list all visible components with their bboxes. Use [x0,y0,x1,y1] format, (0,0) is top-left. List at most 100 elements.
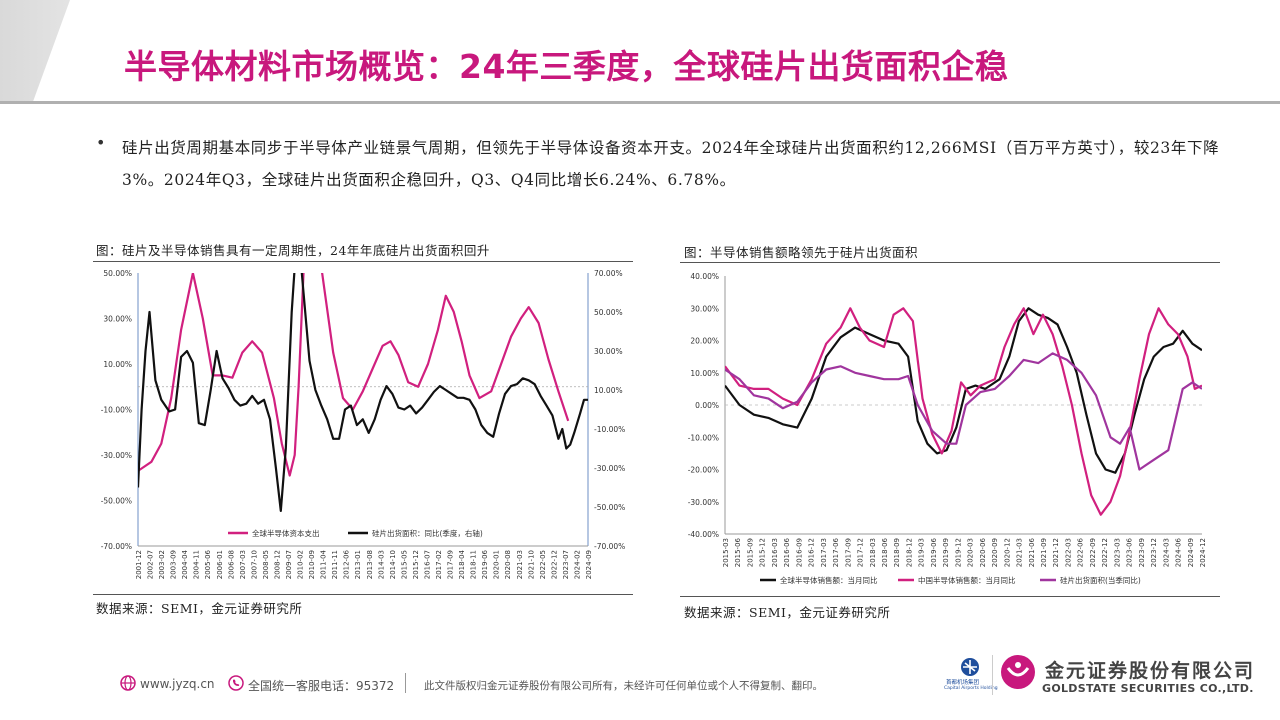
right-figure-title: 图：半导体销售额略领先于硅片出货面积 [684,245,919,260]
right-figure-top-rule [680,262,1220,263]
x-tick-label: 2013-08 [366,550,374,579]
body-paragraph: 硅片出货周期基本同步于半导体产业链景气周期，但领先于半导体设备资本开支。2024… [122,139,1220,189]
x-tick-label: 2017-02 [435,550,443,579]
phone-icon [228,675,244,691]
y-left-tick-label: 50.00% [103,269,132,278]
x-tick-label: 2001-12 [135,550,143,579]
y-tick-label: 10.00% [690,369,719,378]
y-tick-label: 20.00% [690,337,719,346]
x-tick-label: 2016-06 [783,537,791,567]
y-tick-label: -20.00% [688,466,719,475]
x-tick-label: 2020-09 [991,538,999,567]
left-figure-top-rule [93,261,633,262]
y-right-tick-label: 50.00% [594,308,623,317]
x-tick-label: 2012-06 [343,549,351,579]
x-tick-label: 2024-03 [1162,538,1170,567]
x-tick-label: 2019-09 [942,538,950,567]
footer-separator [405,673,406,693]
y-right-tick-label: -30.00% [594,464,625,473]
page-title: 半导体材料市场概览：24年三季度，全球硅片出货面积企稳 [124,47,1009,86]
x-tick-label: 2022-12 [550,550,558,579]
x-tick-label: 2021-06 [1028,537,1036,567]
bullet-icon: • [96,133,106,152]
x-tick-label: 2008-05 [262,550,270,579]
x-tick-label: 2015-05 [400,550,408,579]
x-tick-label: 2016-03 [771,538,779,567]
x-tick-label: 2023-03 [1113,538,1121,567]
x-tick-label: 2014-10 [389,550,397,579]
y-tick-label: -10.00% [688,433,719,442]
header-band [0,0,1280,104]
x-tick-label: 2017-09 [447,550,455,579]
y-right-tick-label: -10.00% [594,425,625,434]
series-line-2 [725,352,1202,471]
y-right-tick-label: -50.00% [594,503,625,512]
series-line-0 [725,307,1202,474]
x-tick-label: 2006-08 [227,550,235,579]
x-tick-label: 2006-01 [216,550,224,579]
y-right-tick-label: 30.00% [594,347,623,356]
x-tick-label: 2010-09 [308,550,316,579]
x-tick-label: 2014-03 [377,550,385,579]
x-tick-label: 2019-03 [918,538,926,567]
x-tick-label: 2003-02 [158,550,166,579]
y-right-tick-label: 10.00% [594,386,623,395]
x-tick-label: 2023-09 [1138,538,1146,567]
x-tick-label: 2020-06 [979,537,987,567]
group-name-en: Capital Airports Holding [944,686,998,691]
x-tick-label: 2021-12 [1052,538,1060,567]
right-chart: 40.00% 30.00% 20.00% 10.00% 0.00% -10.00% -20.… [688,272,1207,585]
y-left-tick-label: 10.00% [103,360,132,369]
x-tick-label: 2016-07 [423,550,431,579]
x-tick-label: 2016-09 [795,538,803,567]
y-tick-label: -40.00% [688,530,719,539]
x-tick-label: 2007-10 [250,550,258,579]
x-tick-label: 2015-03 [722,538,730,567]
x-tick-label: 2015-12 [412,550,420,579]
y-tick-label: 30.00% [690,304,719,313]
x-tick-label: 2024-06 [1175,537,1183,567]
x-tick-label: 2022-09 [1089,538,1097,567]
x-tick-label: 2007-03 [239,550,247,579]
right-figure-source: 数据来源：SEMI，金元证券研究所 [684,605,891,620]
series-line-0 [138,273,570,477]
goldstate-logo [1001,655,1035,689]
left-chart: 50.00% 30.00% 10.00% -10.00% -30.00% -50.00% -… [101,269,626,579]
y-right-tick-label: -70.00% [594,542,625,551]
series-line-1 [138,273,588,512]
x-tick-label: 2024-09 [585,550,593,579]
x-tick-label: 2023-12 [1150,538,1158,567]
company-name-en: GOLDSTATE SECURITIES CO.,LTD. [1042,682,1254,695]
x-tick-label: 2022-03 [1064,538,1072,567]
footer-website[interactable]: www.jyzq.cn [140,677,215,691]
x-tick-label: 2021-03 [516,550,524,579]
y-tick-label: 40.00% [690,272,719,281]
x-tick-label: 2015-09 [746,538,754,567]
capital-airports-logo [961,658,979,676]
left-figure-bottom-rule [93,594,633,595]
x-tick-label: 2018-03 [869,538,877,567]
x-tick-label: 2022-05 [539,550,547,579]
legend-label: 全球半导体资本支出 [252,528,320,538]
title-divider [0,101,1280,104]
x-tick-label: 2017-09 [844,538,852,567]
x-tick-label: 2023-07 [562,550,570,579]
x-tick-label: 2019-12 [954,538,962,567]
x-tick-label: 2004-11 [193,550,201,579]
x-tick-label: 2024-09 [1187,538,1195,567]
x-tick-label: 2018-04 [458,549,466,579]
x-tick-label: 2009-07 [285,550,293,579]
y-right-tick-label: 70.00% [594,269,623,278]
x-tick-label: 2022-12 [1101,538,1109,567]
x-tick-label: 2017-03 [820,538,828,567]
company-name-cn: 金元证券股份有限公司 [1045,660,1256,682]
y-left-tick-label: 30.00% [103,315,132,324]
x-tick-label: 2018-09 [893,538,901,567]
x-tick-label: 2011-11 [331,550,339,579]
y-left-tick-label: -30.00% [101,451,132,460]
x-tick-label: 2010-02 [297,550,305,579]
y-left-tick-label: -50.00% [101,497,132,506]
x-tick-label: 2005-06 [204,549,212,579]
x-tick-label: 2018-11 [470,550,478,579]
y-tick-label: -30.00% [688,498,719,507]
